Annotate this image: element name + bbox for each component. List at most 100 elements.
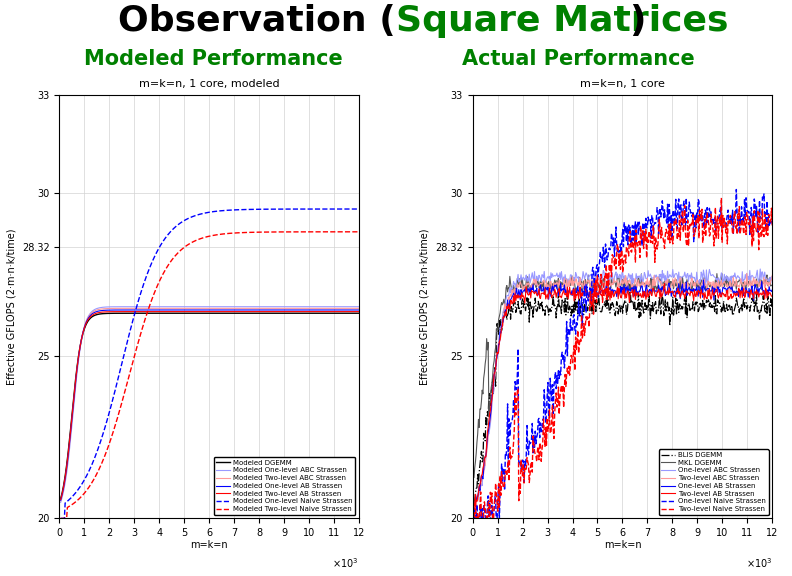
MKL DGEMM	[712, 270, 722, 277]
MKL DGEMM	[566, 279, 576, 286]
Modeled One-level AB Strassen	[354, 306, 364, 313]
Modeled Two-level ABC Strassen	[272, 305, 281, 312]
Modeled One-level AB Strassen	[243, 306, 253, 313]
Text: $\times10^3$: $\times10^3$	[746, 556, 772, 570]
Two-level AB Strassen	[588, 290, 597, 297]
One-level Naive Strassen	[732, 186, 741, 193]
Y-axis label: Effective GFLOPS (2·m·n·k/time): Effective GFLOPS (2·m·n·k/time)	[420, 229, 430, 385]
Modeled One-level Naive Strassen	[272, 206, 282, 213]
Two-level AB Strassen	[657, 291, 667, 298]
One-level ABC Strassen	[505, 285, 515, 291]
Modeled Two-level Naive Strassen	[153, 281, 162, 288]
Legend: BLIS DGEMM, MKL DGEMM, One-level ABC Strassen, Two-level ABC Strassen, One-level: BLIS DGEMM, MKL DGEMM, One-level ABC Str…	[659, 449, 769, 515]
MKL DGEMM	[469, 474, 478, 481]
Modeled Two-level AB Strassen	[243, 308, 253, 315]
Line: Modeled One-level ABC Strassen: Modeled One-level ABC Strassen	[61, 307, 359, 502]
Modeled One-level ABC Strassen	[56, 499, 66, 506]
Two-level ABC Strassen	[687, 275, 696, 282]
Modeled One-level ABC Strassen	[246, 304, 256, 310]
Two-level Naive Strassen	[767, 222, 777, 229]
Modeled DGEMM	[251, 310, 261, 317]
One-level AB Strassen	[588, 292, 597, 299]
BLIS DGEMM	[505, 304, 515, 310]
Two-level AB Strassen	[470, 502, 479, 509]
Two-level Naive Strassen	[685, 219, 695, 226]
MKL DGEMM	[686, 279, 695, 286]
MKL DGEMM	[588, 277, 597, 284]
Two-level Naive Strassen	[717, 195, 726, 202]
Modeled Two-level Naive Strassen	[92, 471, 101, 478]
Modeled One-level AB Strassen	[272, 306, 281, 313]
One-level AB Strassen	[657, 288, 666, 295]
BLIS DGEMM	[685, 307, 695, 314]
Two-level AB Strassen	[506, 297, 516, 304]
One-level Naive Strassen	[685, 206, 695, 213]
MKL DGEMM	[505, 273, 515, 280]
One-level AB Strassen	[505, 297, 515, 304]
BLIS DGEMM	[626, 281, 635, 287]
Two-level ABC Strassen	[742, 270, 752, 277]
Modeled Two-level AB Strassen	[56, 496, 66, 503]
One-level ABC Strassen	[657, 283, 666, 290]
Modeled Two-level Naive Strassen	[354, 228, 364, 235]
Modeled DGEMM	[273, 310, 283, 317]
Line: One-level AB Strassen: One-level AB Strassen	[474, 280, 772, 503]
Modeled One-level ABC Strassen	[92, 305, 101, 312]
Two-level AB Strassen	[767, 293, 777, 300]
Modeled One-level ABC Strassen	[243, 304, 253, 310]
Modeled DGEMM	[56, 495, 66, 502]
Modeled Two-level AB Strassen	[354, 308, 364, 315]
Modeled One-level ABC Strassen	[354, 304, 364, 310]
Modeled One-level AB Strassen	[153, 306, 162, 313]
One-level Naive Strassen	[567, 324, 577, 331]
Modeled Two-level ABC Strassen	[174, 305, 184, 312]
Modeled One-level ABC Strassen	[273, 304, 283, 310]
Line: One-level ABC Strassen: One-level ABC Strassen	[474, 269, 772, 509]
One-level AB Strassen	[566, 291, 576, 298]
Modeled One-level Naive Strassen	[271, 206, 280, 213]
Modeled One-level AB Strassen	[92, 308, 101, 315]
BLIS DGEMM	[767, 296, 777, 303]
Modeled Two-level ABC Strassen	[354, 305, 364, 312]
Modeled One-level Naive Strassen	[92, 449, 101, 456]
One-level Naive Strassen	[469, 521, 478, 528]
Line: Modeled One-level AB Strassen: Modeled One-level AB Strassen	[61, 310, 359, 500]
X-axis label: m=k=n: m=k=n	[604, 540, 642, 550]
BLIS DGEMM	[657, 291, 667, 298]
Modeled Two-level ABC Strassen	[252, 305, 261, 312]
Two-level ABC Strassen	[470, 506, 480, 513]
One-level ABC Strassen	[686, 275, 695, 282]
Line: Modeled Two-level Naive Strassen: Modeled Two-level Naive Strassen	[61, 232, 359, 518]
Modeled Two-level Naive Strassen	[56, 515, 66, 522]
Modeled Two-level AB Strassen	[92, 310, 101, 317]
Modeled One-level AB Strassen	[246, 306, 255, 313]
Modeled Two-level AB Strassen	[246, 308, 255, 315]
Modeled DGEMM	[174, 310, 184, 317]
Modeled Two-level AB Strassen	[272, 308, 281, 315]
Modeled Two-level AB Strassen	[153, 308, 162, 315]
Modeled One-level AB Strassen	[174, 306, 184, 313]
Modeled Two-level Naive Strassen	[243, 229, 253, 236]
Modeled Two-level Naive Strassen	[174, 249, 184, 256]
Modeled DGEMM	[354, 310, 364, 317]
One-level ABC Strassen	[588, 271, 597, 278]
Modeled Two-level AB Strassen	[174, 308, 184, 315]
Modeled Two-level ABC Strassen	[92, 306, 101, 313]
One-level AB Strassen	[684, 283, 694, 290]
Modeled DGEMM	[153, 310, 162, 317]
Two-level ABC Strassen	[657, 283, 667, 290]
Two-level ABC Strassen	[685, 290, 695, 297]
Text: Modeled Performance: Modeled Performance	[85, 49, 343, 69]
One-level Naive Strassen	[657, 198, 667, 204]
Title: m=k=n, 1 core, modeled: m=k=n, 1 core, modeled	[139, 79, 280, 89]
Two-level Naive Strassen	[469, 528, 478, 535]
Two-level ABC Strassen	[506, 291, 516, 298]
Modeled DGEMM	[243, 310, 253, 317]
One-level Naive Strassen	[687, 209, 696, 216]
Modeled One-level ABC Strassen	[153, 304, 162, 310]
Modeled One-level AB Strassen	[56, 497, 66, 503]
Line: MKL DGEMM: MKL DGEMM	[474, 274, 772, 478]
Two-level ABC Strassen	[567, 282, 577, 289]
Modeled Two-level ABC Strassen	[153, 305, 162, 312]
Two-level Naive Strassen	[506, 456, 516, 463]
